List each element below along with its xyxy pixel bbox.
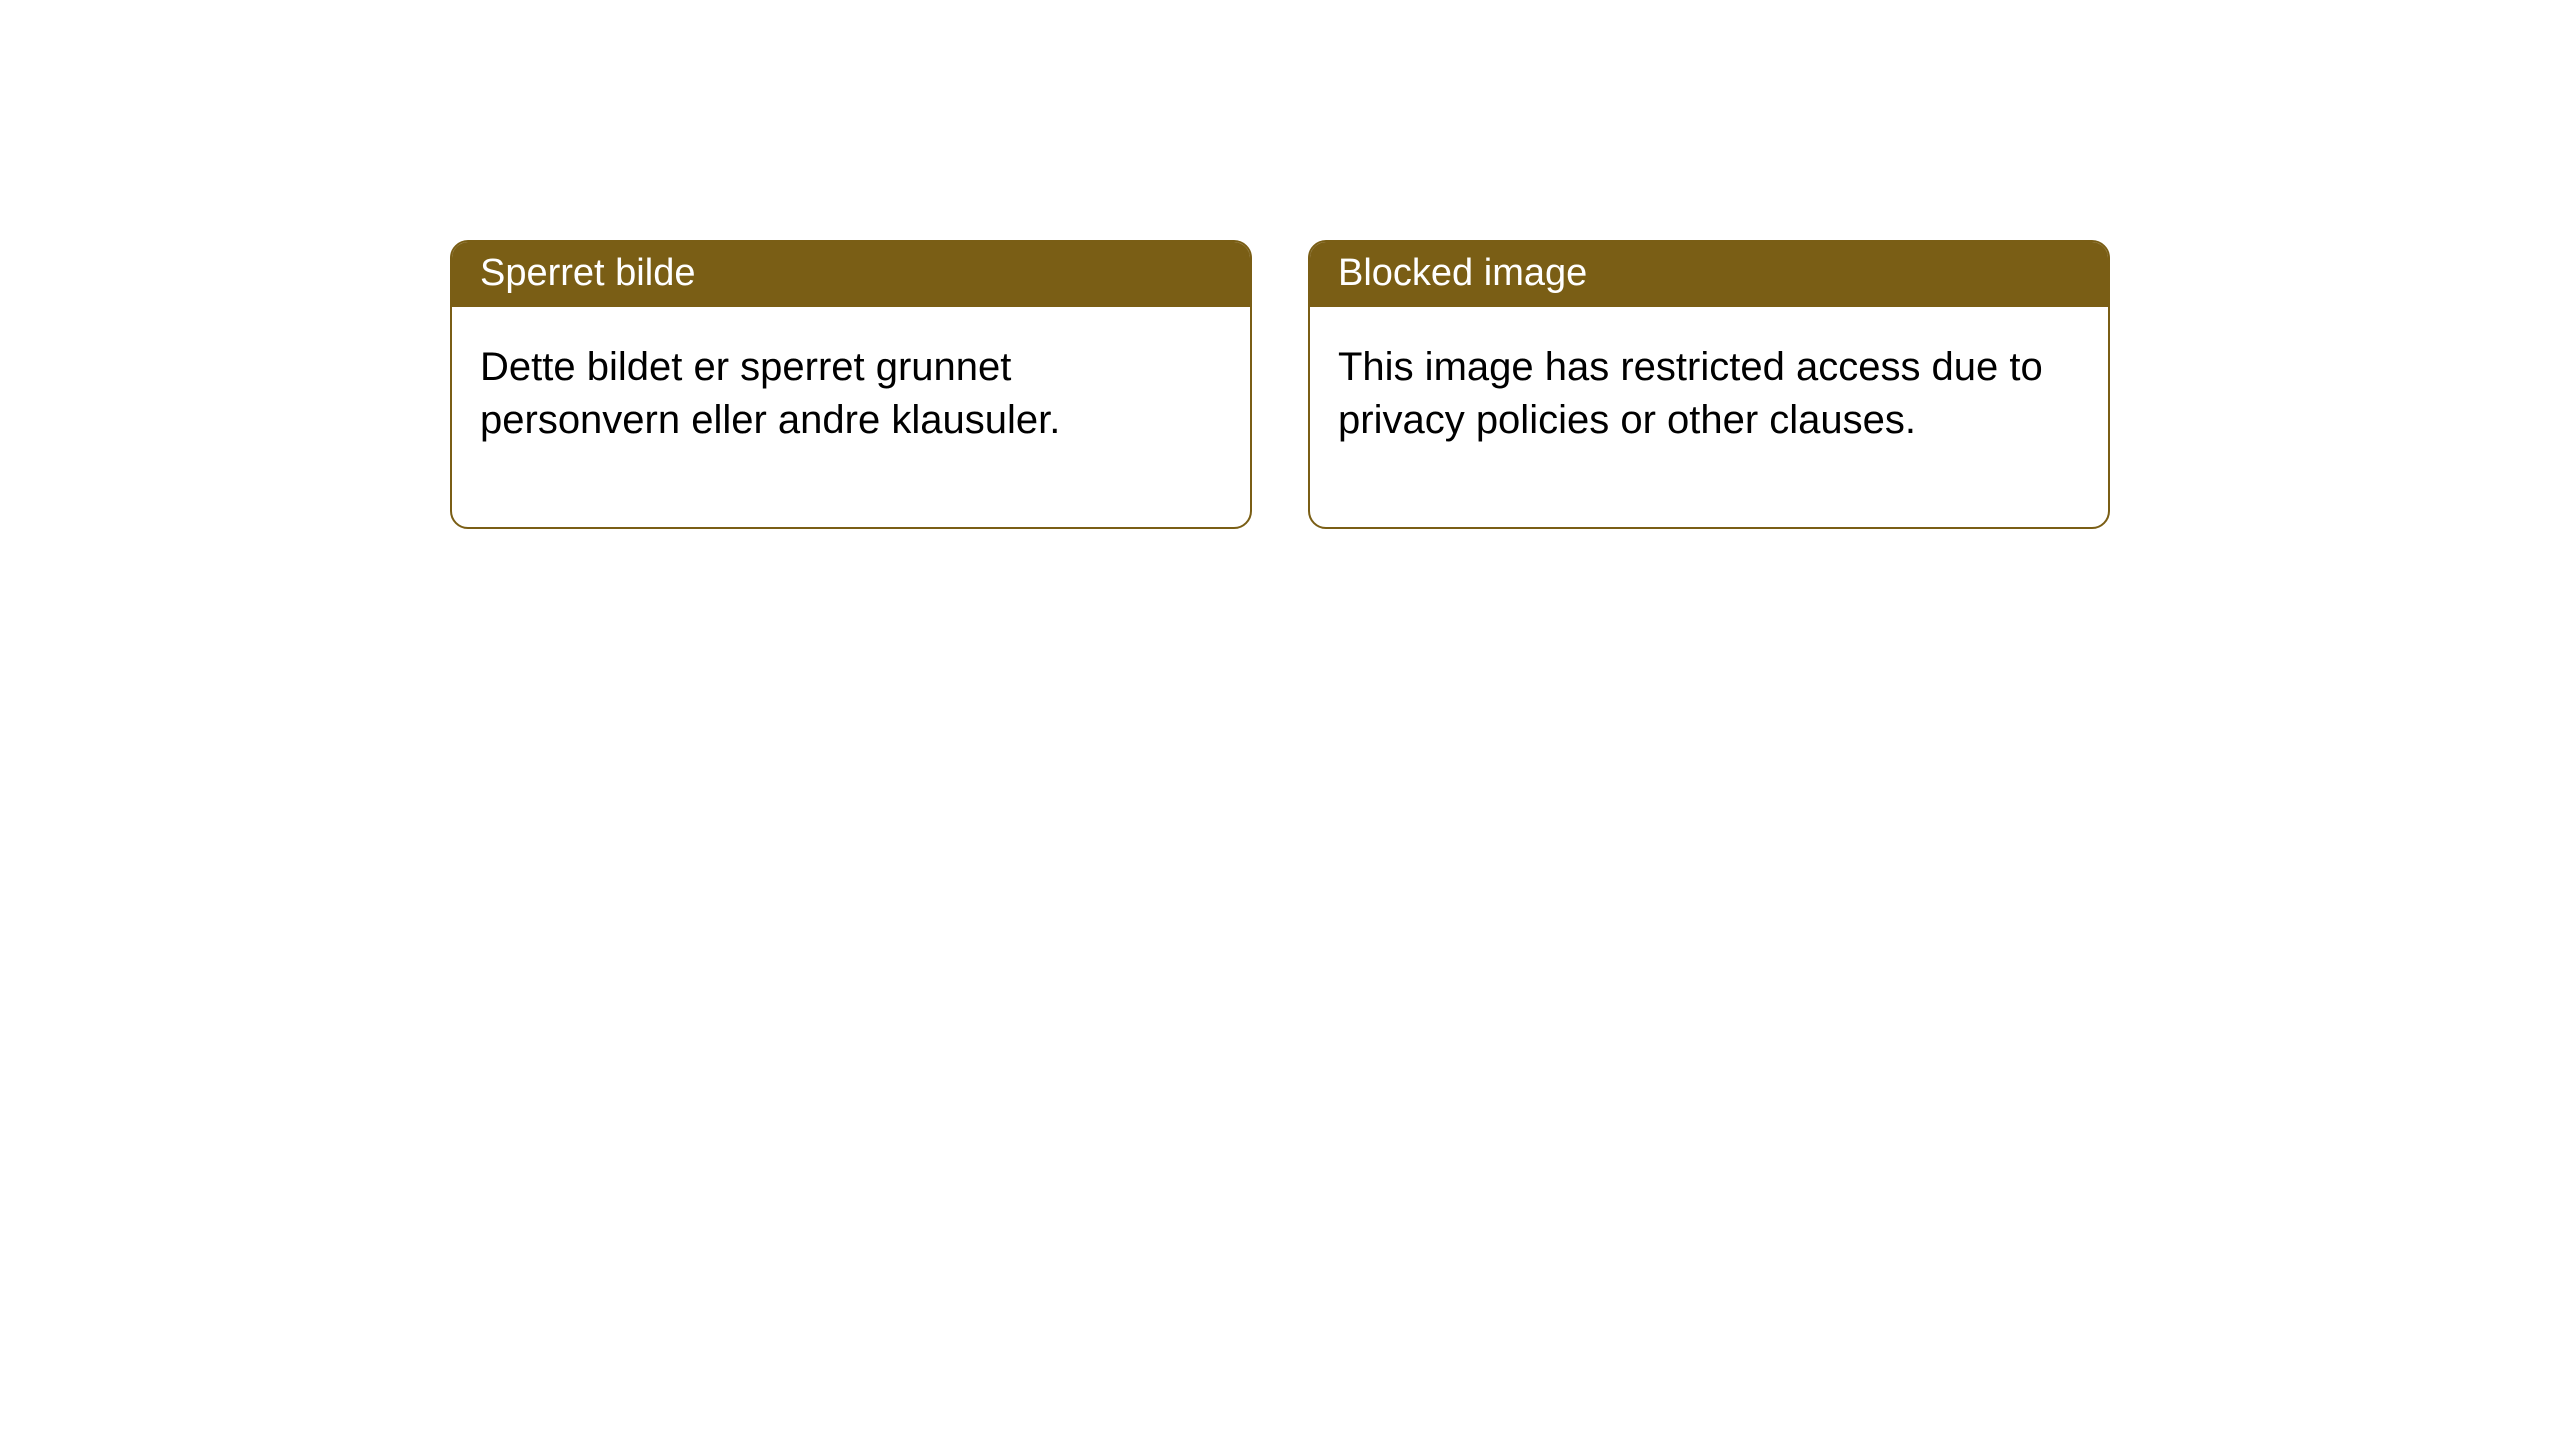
card-header: Sperret bilde bbox=[452, 242, 1250, 307]
notice-container: Sperret bilde Dette bildet er sperret gr… bbox=[0, 240, 2560, 529]
card-header: Blocked image bbox=[1310, 242, 2108, 307]
card-title: Sperret bilde bbox=[480, 252, 695, 294]
blocked-image-card-no: Sperret bilde Dette bildet er sperret gr… bbox=[450, 240, 1252, 529]
card-body: Dette bildet er sperret grunnet personve… bbox=[452, 307, 1250, 527]
card-title: Blocked image bbox=[1338, 252, 1587, 294]
card-message: This image has restricted access due to … bbox=[1338, 345, 2043, 442]
card-message: Dette bildet er sperret grunnet personve… bbox=[480, 345, 1060, 442]
blocked-image-card-en: Blocked image This image has restricted … bbox=[1308, 240, 2110, 529]
card-body: This image has restricted access due to … bbox=[1310, 307, 2108, 527]
